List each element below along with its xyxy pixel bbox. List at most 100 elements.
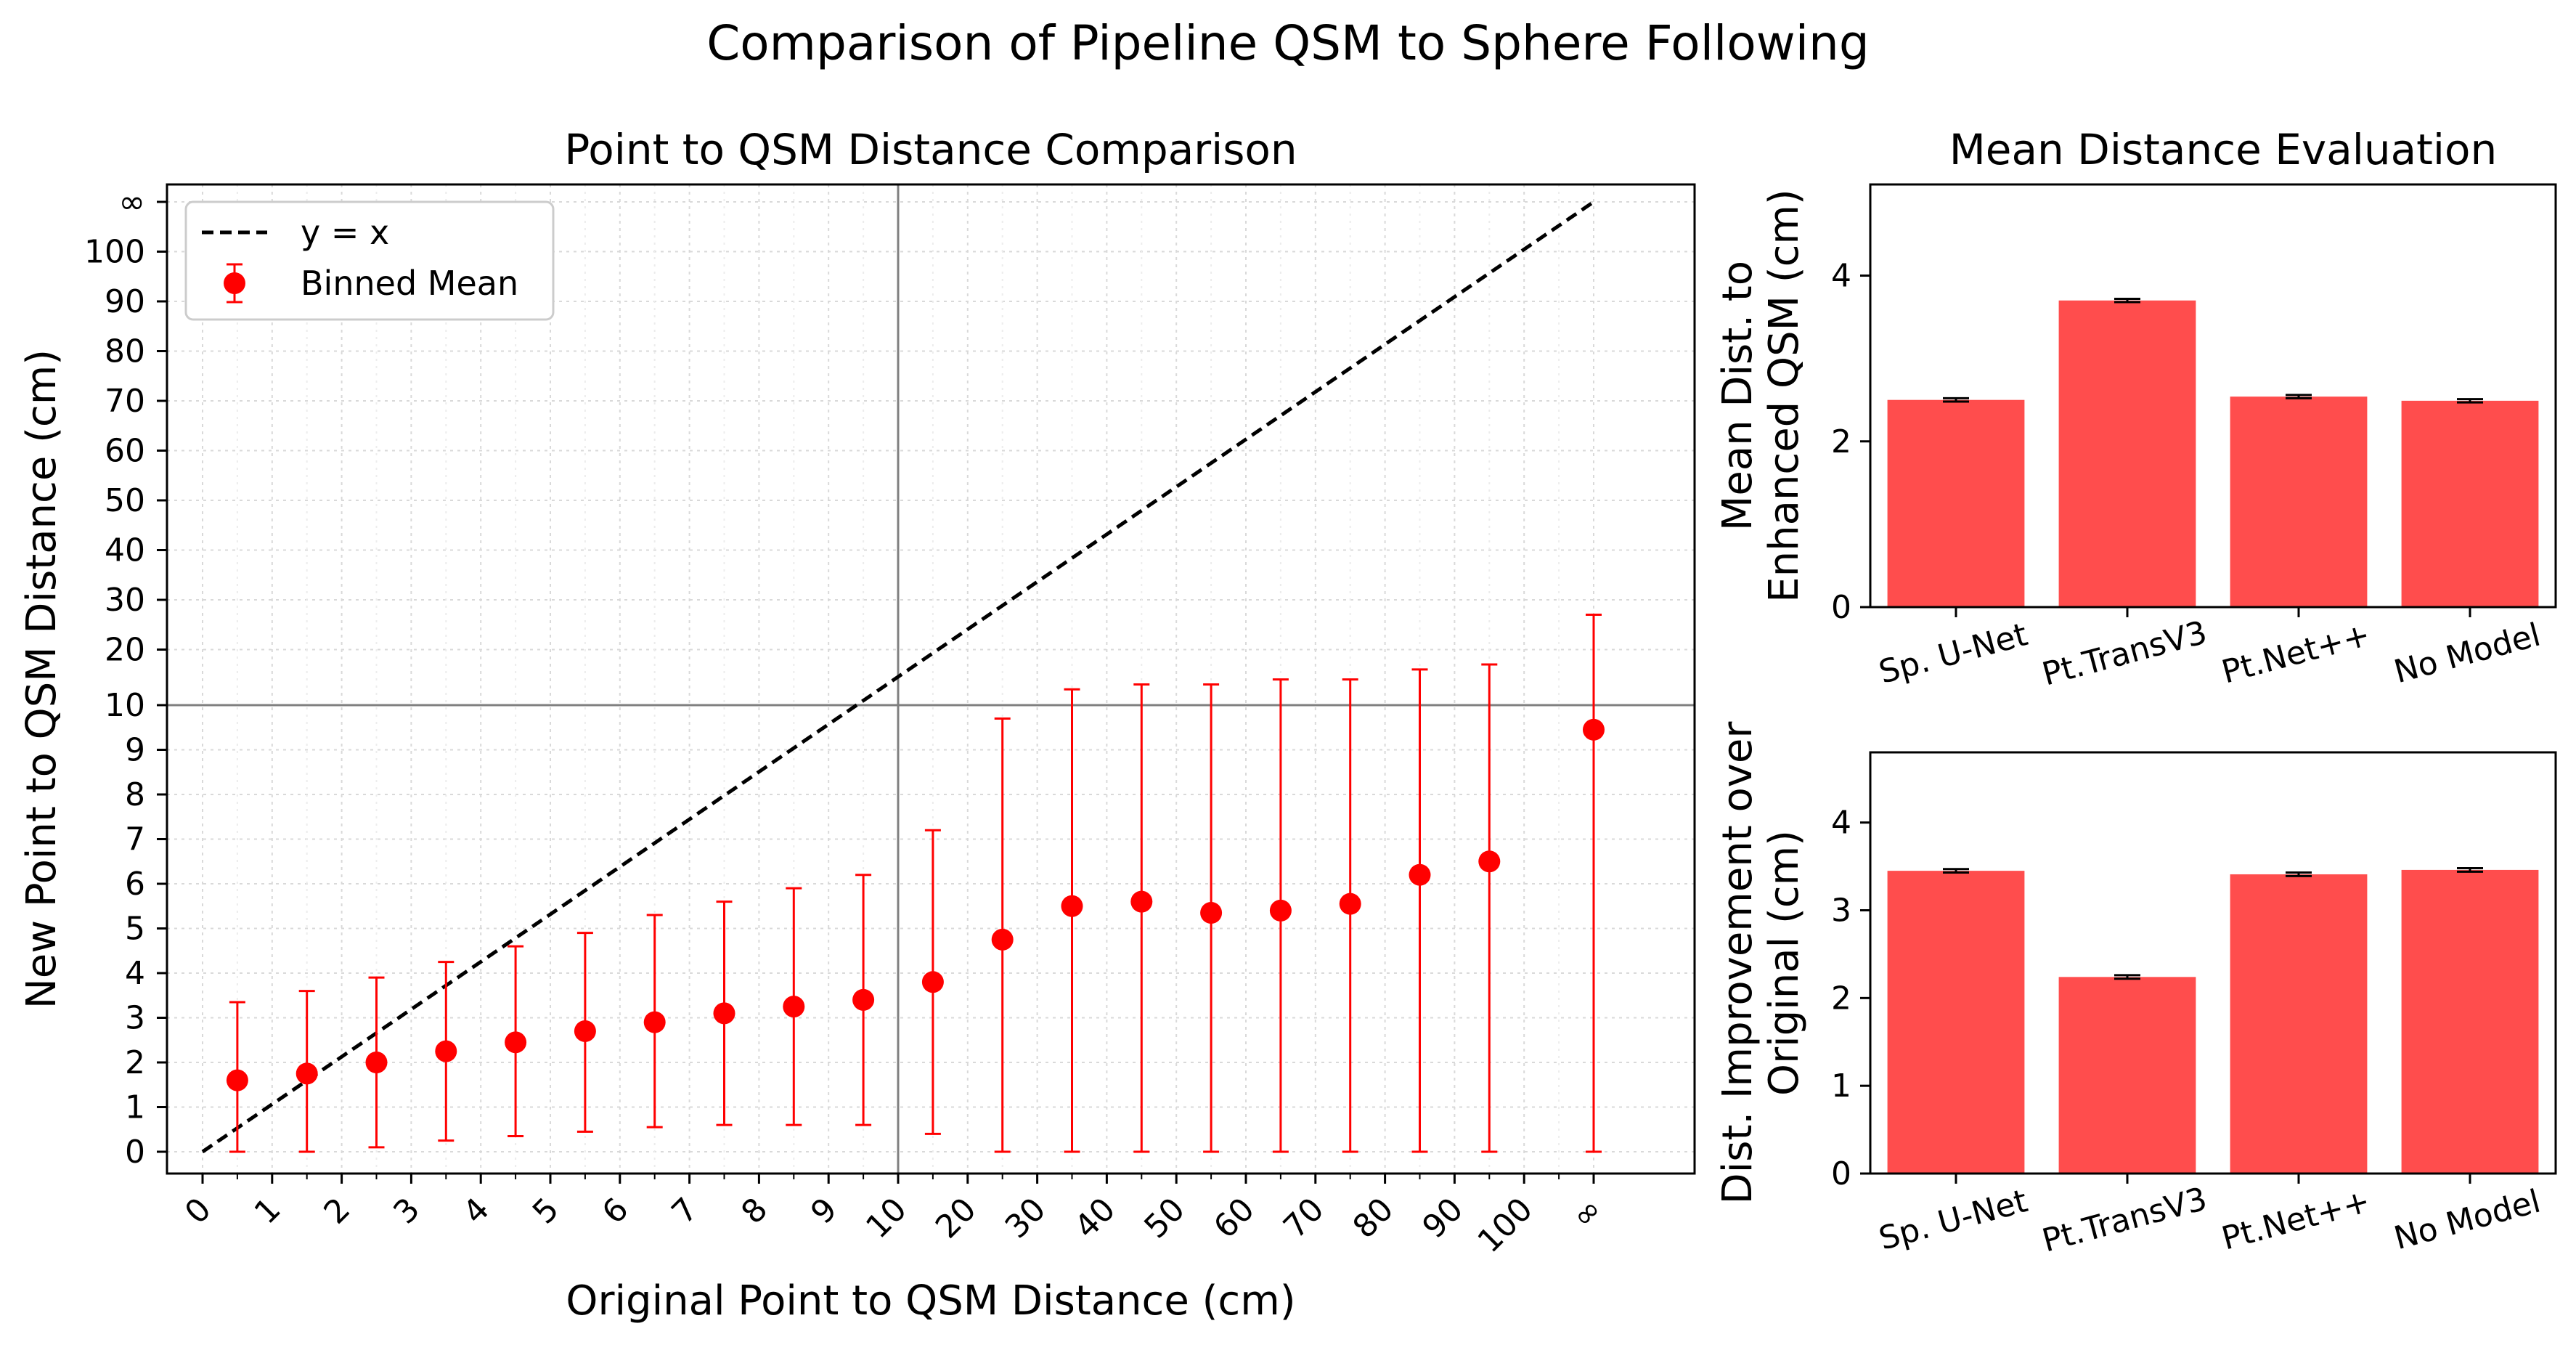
y-tick-label: ∞ — [118, 184, 145, 221]
x-tick-label: 40 — [1068, 1191, 1123, 1246]
category-label: No Model — [2390, 617, 2544, 691]
y-tick-label: 5 — [125, 911, 145, 948]
x-tick-label: 60 — [1207, 1191, 1262, 1246]
category-label: Pt.Net++ — [2218, 1182, 2374, 1257]
y-tick-label: 90 — [105, 283, 145, 320]
x-tick-label: 20 — [929, 1191, 984, 1246]
bar-panel-bottom-frame — [1869, 751, 2557, 1175]
x-tick-label: 0 — [178, 1191, 219, 1232]
bar-panel-top: Mean Distance Evaluation Sp. U-Net Pt.Tra… — [1714, 125, 2557, 694]
bar — [2230, 397, 2368, 607]
binned-mean-point — [1409, 863, 1431, 886]
legend-label-identity: y = x — [301, 213, 389, 252]
x-tick-label: 1 — [248, 1191, 288, 1232]
x-tick-label: 70 — [1276, 1191, 1332, 1246]
bar-panel-top-title: Mean Distance Evaluation — [1949, 125, 2498, 174]
y-tick-label: 4 — [125, 955, 145, 992]
y-tick-label: 3 — [125, 1000, 145, 1037]
y-tick-label: 3 — [1831, 892, 1851, 930]
y-tick-label: 2 — [1831, 980, 1851, 1017]
x-tick-label: ∞ — [1565, 1191, 1610, 1236]
binned-mean-point — [1061, 895, 1083, 917]
bar — [2230, 874, 2368, 1174]
bar-panel-bottom: Sp. U-Net Pt.TransV3 Pt.Net++ No Model 0 1 2 3 4… — [1714, 721, 2557, 1260]
category-label: Pt.Net++ — [2218, 616, 2374, 691]
binned-mean-points — [226, 718, 1605, 1091]
binned-mean-point — [1269, 899, 1292, 922]
binned-mean-point — [295, 1062, 318, 1085]
binned-mean-point — [643, 1011, 666, 1033]
x-tick-label: 50 — [1137, 1191, 1192, 1246]
legend-point-marker — [224, 272, 245, 294]
y-tick-label: 2 — [1831, 423, 1851, 460]
binned-mean-point — [574, 1020, 596, 1042]
y-tick-label: 0 — [1831, 1155, 1851, 1192]
y-tick-label: 4 — [1831, 258, 1851, 295]
y-tick-label: 8 — [125, 776, 145, 813]
bar-panel-bottom-bars — [1887, 867, 2539, 1174]
y-tick-label: 100 — [84, 234, 145, 271]
binned-mean-point — [991, 928, 1014, 951]
main-y-ticks: 0 1 2 3 4 5 6 7 8 9 10 20 30 40 50 60 70 80 90 100 ∞ — [84, 184, 167, 1171]
bar-panel-bottom-y-label-line1: Dist. Improvement over — [1714, 721, 1761, 1205]
bar — [2401, 400, 2539, 607]
bar-panel-top-y-label-line1: Mean Dist. to — [1714, 261, 1761, 531]
category-label: Pt.TransV3 — [2039, 614, 2211, 693]
binned-mean-point — [852, 988, 875, 1011]
identity-dashed-line — [201, 200, 1595, 1154]
x-tick-label: 100 — [1471, 1191, 1540, 1260]
y-tick-label: 60 — [105, 433, 145, 470]
y-tick-label: 40 — [105, 532, 145, 569]
category-label: Sp. U-Net — [1875, 616, 2031, 691]
x-tick-label: 10 — [859, 1191, 914, 1246]
x-tick-label: 5 — [526, 1191, 566, 1232]
x-tick-label: 6 — [595, 1191, 636, 1232]
category-label: Sp. U-Net — [1875, 1182, 2031, 1257]
x-tick-label: 3 — [386, 1191, 427, 1232]
bar-panel-bottom-y-label-line2: Original (cm) — [1761, 830, 1808, 1096]
binned-mean-point — [435, 1040, 457, 1062]
bar-panel-top-y-label-line2: Enhanced QSM (cm) — [1761, 189, 1808, 603]
binned-mean-point — [783, 996, 805, 1018]
y-tick-label: 6 — [125, 866, 145, 903]
bar-panel-top-bars — [1887, 297, 2539, 607]
x-tick-label: 30 — [998, 1191, 1053, 1246]
y-tick-label: 4 — [1831, 805, 1851, 842]
y-tick-label: 1 — [125, 1089, 145, 1126]
y-tick-label: 9 — [125, 732, 145, 769]
identity-line — [201, 200, 1595, 1154]
bar-panel-top-frame — [1869, 183, 2557, 609]
x-tick-label: 8 — [734, 1191, 775, 1232]
x-tick-label: 7 — [665, 1191, 706, 1232]
y-tick-label: 1 — [1831, 1068, 1851, 1105]
y-tick-label: 10 — [105, 687, 145, 724]
y-tick-label: 70 — [105, 383, 145, 420]
binned-mean-point — [226, 1069, 248, 1091]
bar — [2058, 977, 2196, 1174]
main-y-axis-label: New Point to QSM Distance (cm) — [18, 349, 65, 1009]
binned-mean-point — [1200, 901, 1223, 924]
binned-mean-point — [1339, 892, 1361, 915]
binned-mean-point — [1478, 850, 1501, 873]
bar — [2058, 300, 2196, 607]
y-tick-label: 0 — [125, 1134, 145, 1171]
figure-title: Comparison of Pipeline QSM to Sphere Fol… — [706, 15, 1870, 71]
main-plot-frame — [166, 183, 1696, 1175]
bar — [1887, 399, 2025, 607]
y-tick-label: 50 — [105, 482, 145, 519]
legend-label-binned-mean: Binned Mean — [301, 264, 518, 303]
main-x-axis-label: Original Point to QSM Distance (cm) — [566, 1277, 1295, 1325]
binned-mean-point — [1583, 718, 1605, 741]
x-tick-label: 80 — [1346, 1191, 1401, 1246]
main-reference-lines — [167, 184, 1695, 1174]
y-tick-label: 2 — [125, 1044, 145, 1081]
binned-mean-point — [921, 971, 944, 993]
x-tick-label: 4 — [456, 1191, 497, 1232]
binned-mean-point — [365, 1052, 388, 1073]
x-tick-label: 2 — [317, 1191, 358, 1232]
main-x-ticks: 0 1 2 3 4 5 6 7 8 9 10 20 30 40 50 60 70 80 90 100 ∞ — [178, 1174, 1610, 1260]
y-tick-label: 20 — [105, 632, 145, 669]
x-tick-label: 9 — [804, 1191, 844, 1232]
